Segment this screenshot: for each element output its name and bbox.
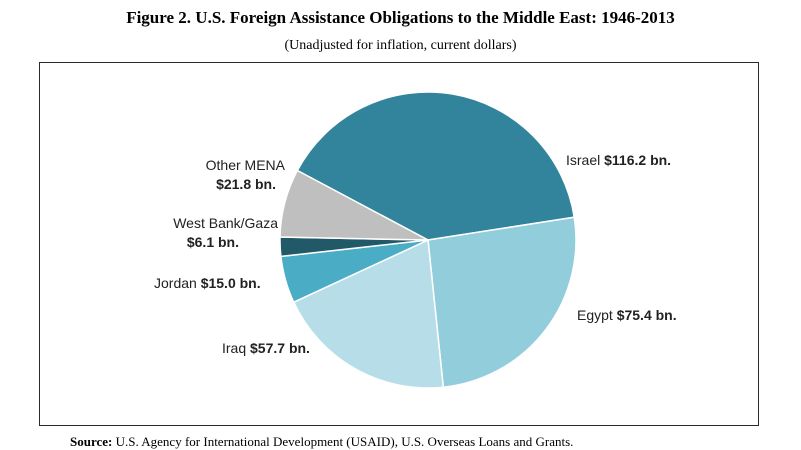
source-text: U.S. Agency for International Developmen… (115, 434, 574, 449)
chart-frame: Israel $116.2 bn. Egypt $75.4 bn. Iraq $… (39, 62, 759, 426)
label-iraq: Iraq $57.7 bn. (222, 340, 310, 356)
label-jordan-name: Jordan (154, 275, 197, 291)
chart-subtitle: (Unadjusted for inflation, current dolla… (284, 38, 517, 53)
label-westbank-value: $6.1 bn. (187, 234, 239, 250)
label-egypt-value: $75.4 bn. (617, 307, 677, 323)
label-israel: Israel $116.2 bn. (566, 152, 671, 168)
pie-slice-israel (296, 91, 576, 241)
label-iraq-value: $57.7 bn. (250, 340, 310, 356)
label-egypt-name: Egypt (577, 307, 613, 323)
label-jordan-value: $15.0 bn. (201, 275, 261, 291)
pie-slice-other-mena (279, 169, 429, 241)
pie-chart: Israel $116.2 bn. Egypt $75.4 bn. Iraq $… (154, 91, 677, 389)
source-key: Source: (70, 434, 113, 449)
label-israel-value: $116.2 bn. (604, 152, 671, 168)
pie-slice-iraq (292, 238, 445, 389)
label-egypt: Egypt $75.4 bn. (577, 307, 677, 323)
label-othermena-value: $21.8 bn. (216, 176, 276, 192)
source-note: Source: U.S. Agency for International De… (70, 434, 573, 450)
label-jordan: Jordan $15.0 bn. (154, 275, 261, 291)
label-othermena-name: Other MENA (206, 157, 286, 173)
label-westbank-name: West Bank/Gaza (173, 215, 278, 231)
chart-title: Figure 2. U.S. Foreign Assistance Obliga… (126, 8, 675, 27)
label-iraq-name: Iraq (222, 340, 246, 356)
label-israel-name: Israel (566, 152, 600, 168)
pie-slice-egypt (427, 216, 577, 389)
